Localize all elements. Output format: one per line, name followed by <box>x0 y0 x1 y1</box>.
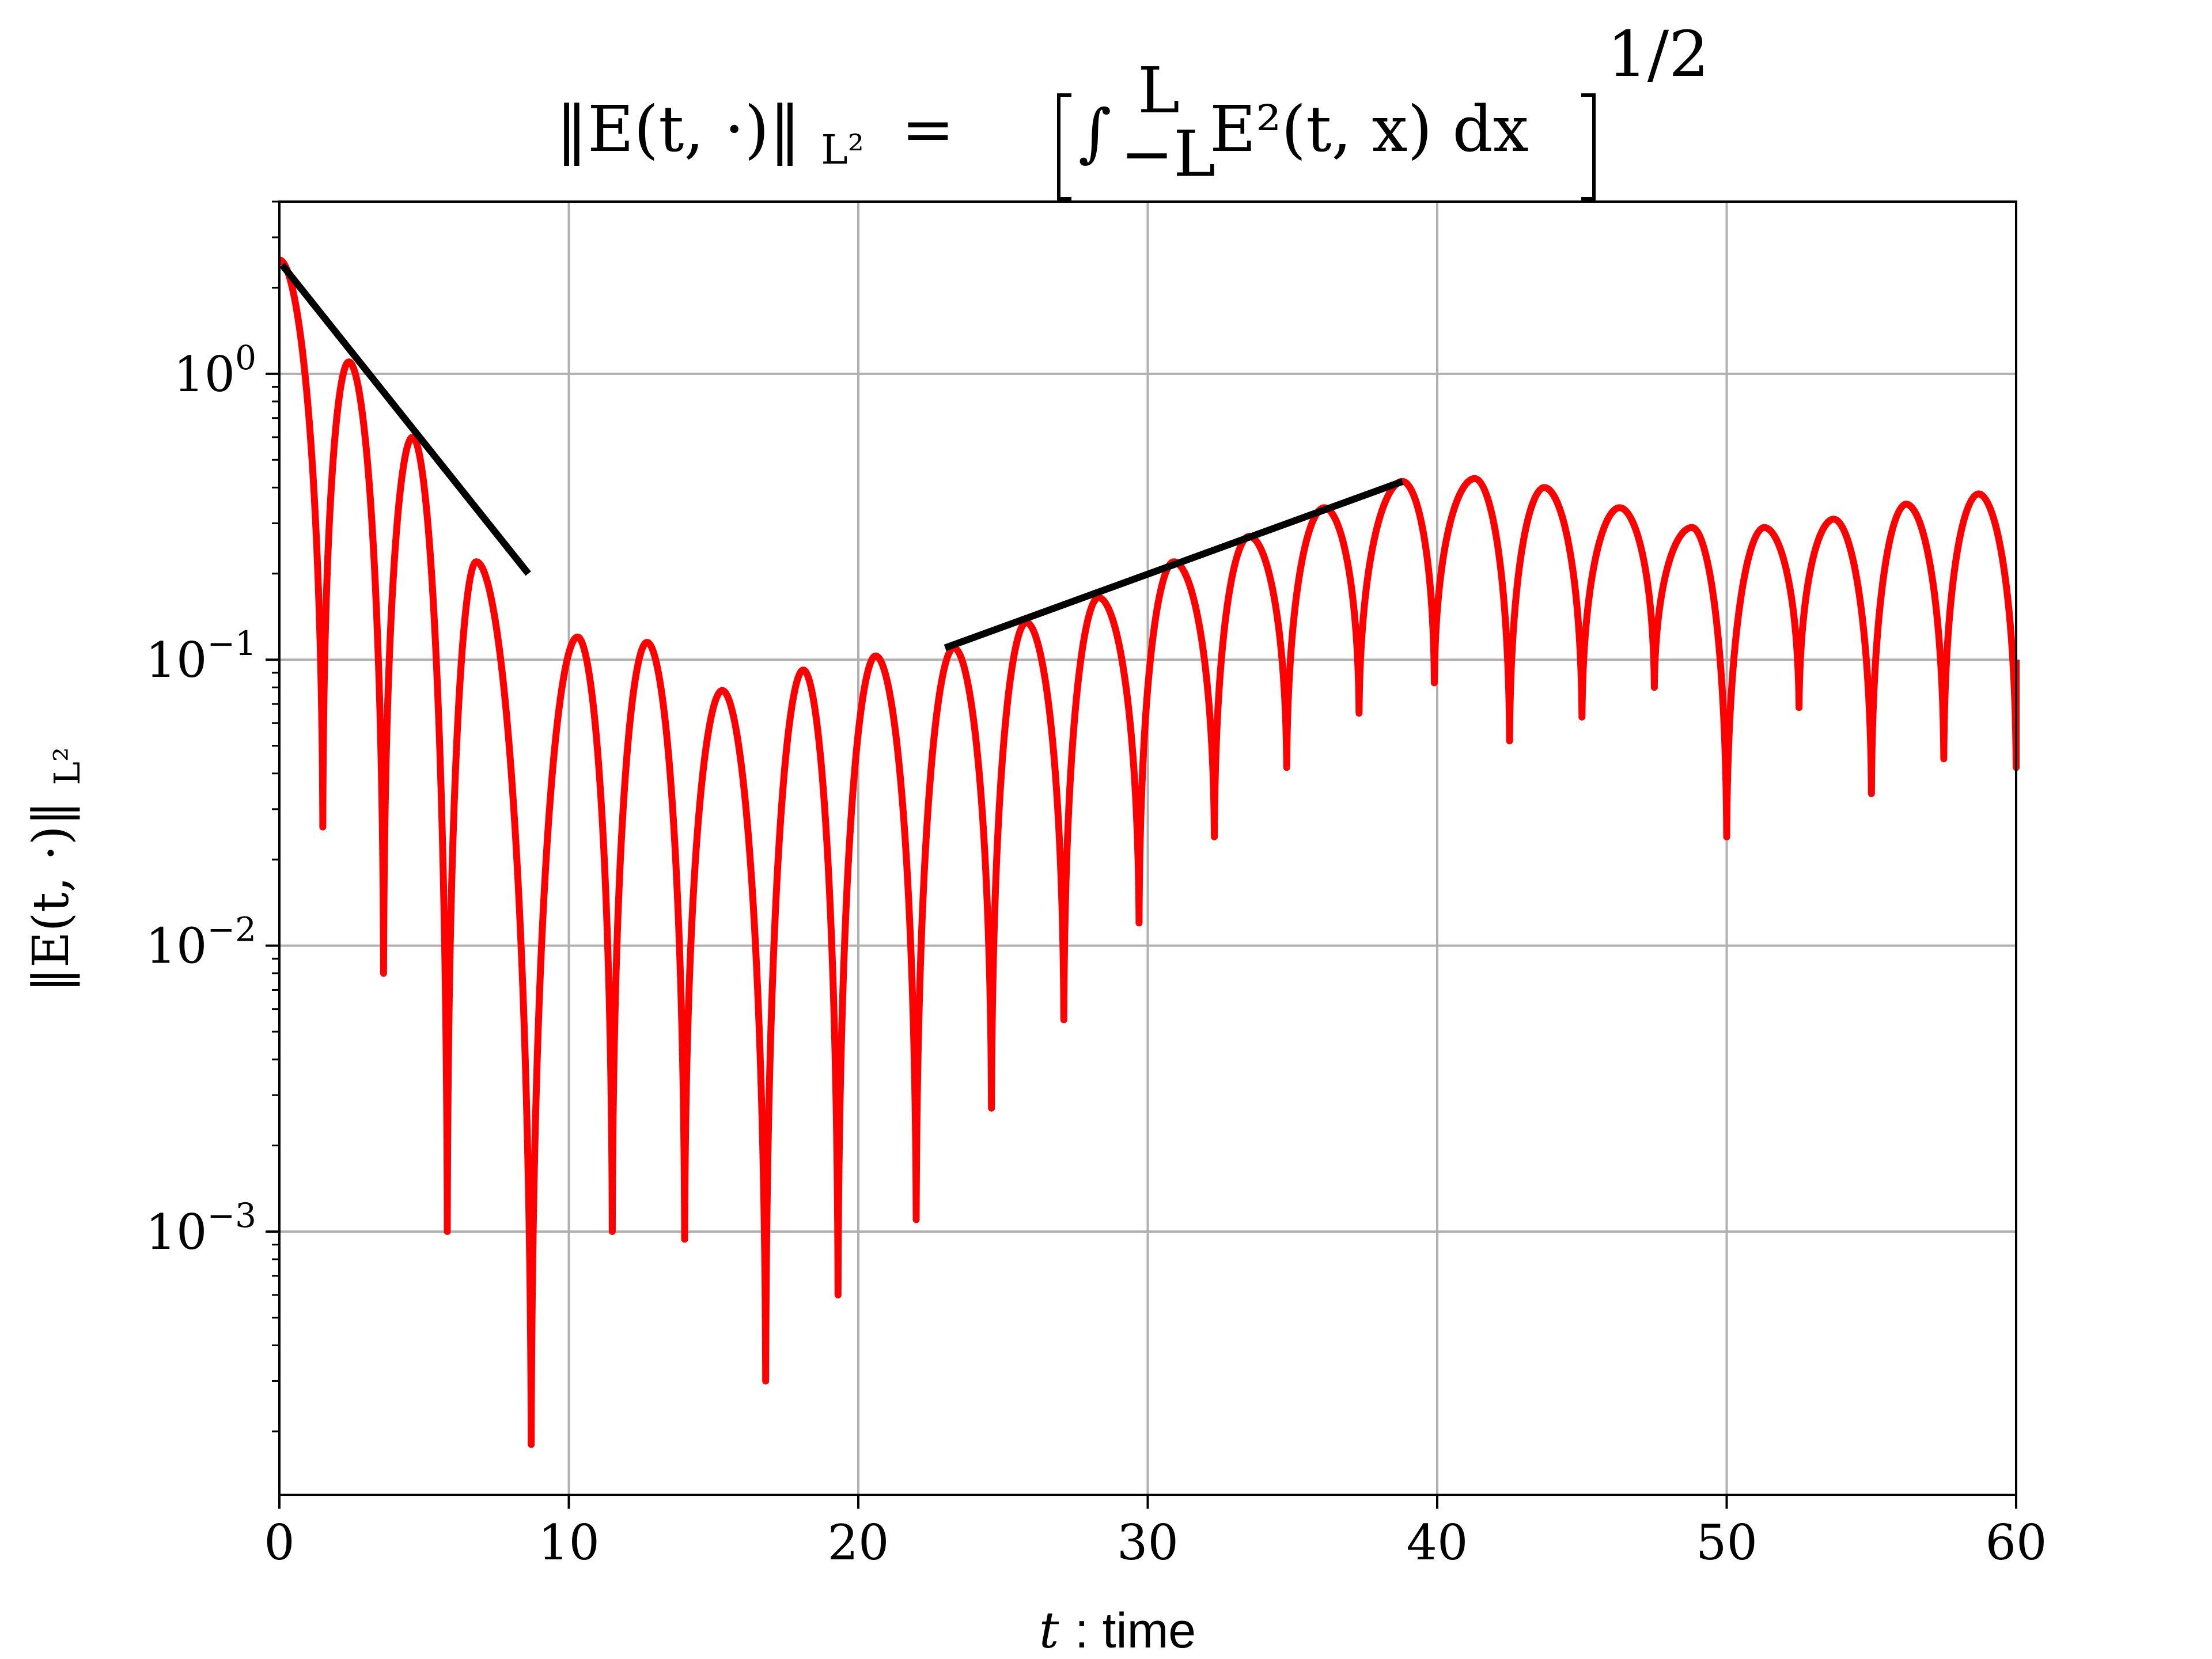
grid-lines <box>278 202 2017 1495</box>
plot-area <box>278 256 2020 1448</box>
title-integral-lower: −L <box>1120 117 1215 191</box>
growth-rate-line <box>944 478 1404 652</box>
chart-title: ‖E(t, ·)‖ L² = <box>556 92 955 179</box>
y-tick-label: 100 <box>173 338 256 403</box>
decay-rate-line <box>279 263 531 576</box>
x-tick-label: 0 <box>264 1514 294 1571</box>
y-axis-label-sub: L² <box>46 747 88 785</box>
y-tick-label: 10−3 <box>146 1196 256 1260</box>
title-integrand: E²(t, x) dx <box>1210 92 1529 166</box>
title-equals: = <box>902 92 955 166</box>
ticks: 0 10 20 30 40 50 60 100 10−1 10−2 10−3 <box>146 200 2047 1571</box>
title-integral-upper: L <box>1138 54 1180 127</box>
title-main: ‖E(t, ·)‖ <box>556 92 801 166</box>
title-right-bracket <box>1581 93 1596 200</box>
x-axis-label: t : time <box>1039 1602 1196 1659</box>
x-tick-label: 20 <box>828 1514 889 1571</box>
y-tick-label: 10−1 <box>146 624 256 688</box>
x-tick-label: 30 <box>1117 1514 1179 1571</box>
x-axis-label-var: t <box>1039 1602 1059 1659</box>
x-tick-label: 40 <box>1407 1514 1468 1571</box>
title-bracket-expression: ∫ L −L E²(t, x) dx 1/2 <box>1057 17 1709 200</box>
x-tick-label: 10 <box>538 1514 600 1571</box>
title-outer-power: 1/2 <box>1607 17 1709 91</box>
title-main-sub: L² <box>821 126 864 173</box>
x-tick-label: 60 <box>1986 1514 2047 1571</box>
y-axis-label: ‖E(t, ·)‖ L² <box>22 747 88 993</box>
y-axis-label-main: ‖E(t, ·)‖ <box>22 801 80 992</box>
title-integral-sign: ∫ <box>1078 96 1111 169</box>
x-tick-label: 50 <box>1696 1514 1758 1571</box>
series-line-E-norm <box>278 256 2020 1448</box>
title-left-bracket <box>1057 93 1071 200</box>
y-tick-label: 10−2 <box>146 910 256 975</box>
x-axis-label-rest: : time <box>1075 1603 1196 1658</box>
